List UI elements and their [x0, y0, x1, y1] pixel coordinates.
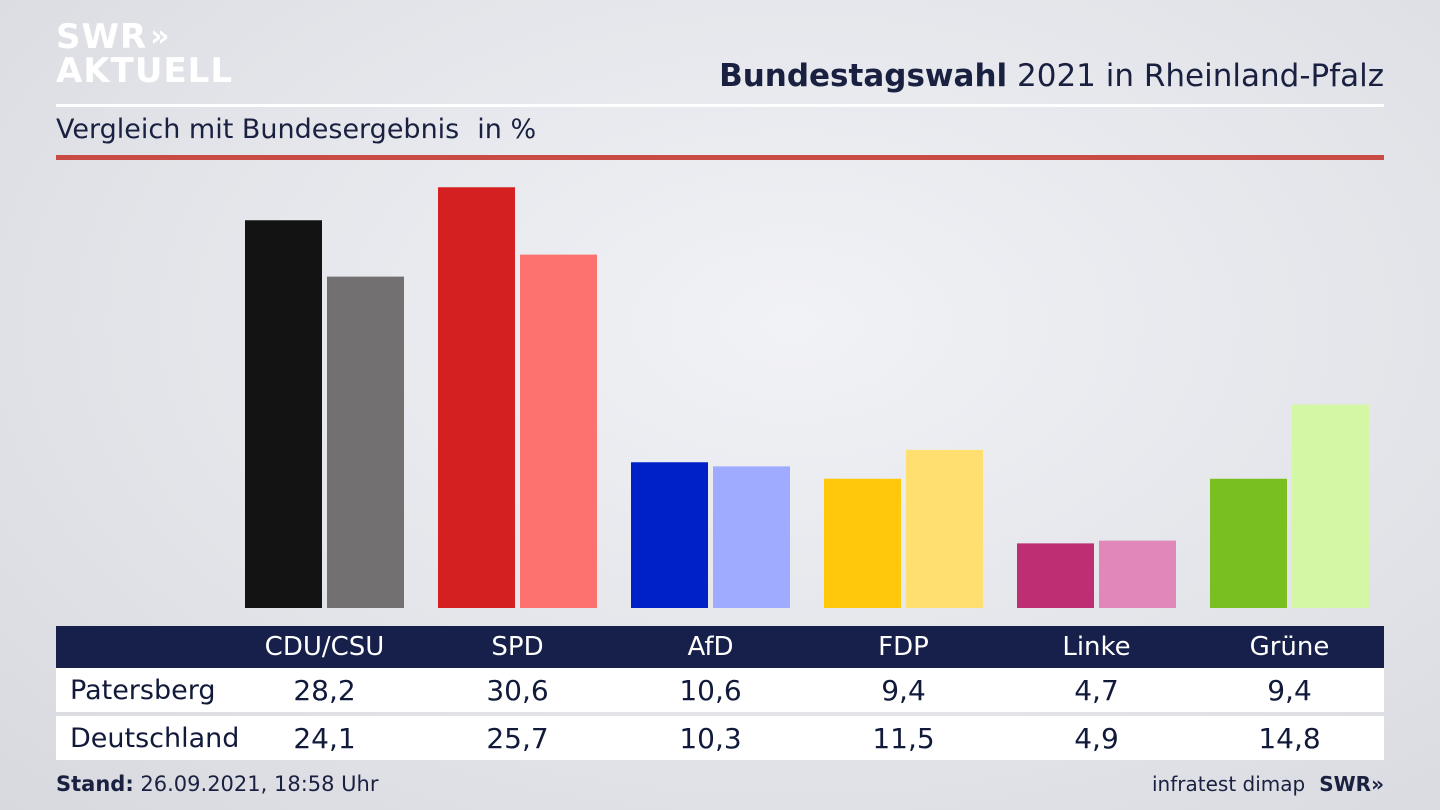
- source-credit: infratest dimap SWR»: [1152, 772, 1384, 796]
- bar-fdp-deutschland: [906, 449, 983, 608]
- bar-spd-patersberg: [438, 187, 515, 608]
- results-table: CDU/CSU SPD AfD FDP Linke Grüne Patersberg 28…: [56, 626, 1384, 760]
- stand-label: Stand:: [56, 772, 134, 796]
- bar-linke-deutschland: [1099, 540, 1176, 608]
- row-label-patersberg: Patersberg: [70, 674, 216, 706]
- value-patersberg-0: 28,2: [293, 673, 356, 707]
- swr-aktuell-logo: SWR » AKTUELL: [56, 20, 233, 88]
- value-deutschland-5: 14,8: [1258, 721, 1321, 755]
- value-patersberg-1: 30,6: [486, 673, 549, 707]
- logo-swr-text: SWR: [56, 17, 148, 57]
- bar-chart: [245, 187, 1369, 608]
- table-row: Deutschland 24,1 25,7 10,3 11,5 4,9 14,8: [56, 716, 1384, 760]
- bar-fdp-patersberg: [824, 478, 901, 608]
- bar-afd-patersberg: [631, 462, 708, 608]
- party-label-0: CDU/CSU: [264, 632, 385, 662]
- value-deutschland-2: 10,3: [679, 721, 742, 755]
- bar-afd-deutschland: [713, 466, 790, 608]
- value-patersberg-3: 9,4: [881, 673, 926, 707]
- page-title: Bundestagswahl 2021 in Rheinland-Pfalz: [719, 58, 1384, 94]
- swr-footer-logo: SWR»: [1319, 772, 1384, 796]
- value-deutschland-0: 24,1: [293, 721, 356, 755]
- table-header-row: CDU/CSU SPD AfD FDP Linke Grüne: [56, 626, 1384, 668]
- row-label-deutschland: Deutschland: [70, 722, 240, 754]
- bar-spd-deutschland: [520, 254, 597, 608]
- page-title-rest: 2021 in Rheinland-Pfalz: [1007, 58, 1384, 94]
- table-row: Patersberg 28,2 30,6 10,6 9,4 4,7 9,4: [56, 668, 1384, 712]
- bar-gr-ne-deutschland: [1292, 404, 1369, 608]
- party-label-3: FDP: [878, 632, 929, 662]
- stand-value: 26.09.2021, 18:58 Uhr: [133, 772, 379, 796]
- page-title-bold: Bundestagswahl: [719, 58, 1008, 94]
- accent-divider: [56, 155, 1384, 160]
- party-label-2: AfD: [687, 632, 734, 662]
- subtitle-text: Vergleich mit Bundesergebnis: [56, 114, 460, 145]
- party-label-1: SPD: [491, 632, 544, 662]
- bar-cdu-csu-patersberg: [245, 220, 322, 608]
- timestamp: Stand: 26.09.2021, 18:58 Uhr: [56, 772, 379, 796]
- logo-aktuell-text: AKTUELL: [56, 51, 234, 91]
- value-patersberg-5: 9,4: [1267, 673, 1312, 707]
- value-patersberg-4: 4,7: [1074, 673, 1119, 707]
- value-patersberg-2: 10,6: [679, 673, 742, 707]
- party-label-5: Grüne: [1249, 632, 1330, 662]
- value-deutschland-3: 11,5: [872, 721, 935, 755]
- header-divider: [56, 104, 1384, 107]
- bar-gr-ne-patersberg: [1210, 478, 1287, 608]
- bar-linke-patersberg: [1017, 543, 1094, 608]
- value-deutschland-1: 25,7: [486, 721, 549, 755]
- source-label: infratest dimap: [1152, 772, 1306, 796]
- bar-cdu-csu-deutschland: [327, 276, 404, 608]
- party-label-4: Linke: [1062, 632, 1131, 662]
- value-deutschland-4: 4,9: [1074, 721, 1119, 755]
- unit-label: in %: [477, 114, 537, 145]
- chart-subtitle: Vergleich mit Bundesergebnis in %: [56, 114, 536, 145]
